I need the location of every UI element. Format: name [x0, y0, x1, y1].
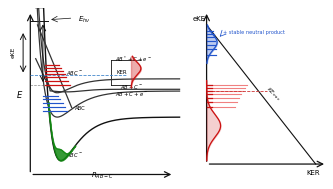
Text: KER: KER — [306, 170, 320, 176]
Text: eKE: eKE — [193, 16, 206, 22]
Text: $ABC^-$: $ABC^-$ — [66, 69, 83, 77]
Text: + stable neutral product: + stable neutral product — [223, 30, 285, 35]
Text: $E_{h\nu}$: $E_{h\nu}$ — [78, 15, 90, 25]
Text: $AB^*+C+e^-$: $AB^*+C+e^-$ — [115, 55, 152, 64]
Text: $ABC^-$: $ABC^-$ — [66, 151, 83, 159]
Text: $E$: $E$ — [16, 89, 23, 100]
Text: ABC: ABC — [75, 106, 86, 111]
Text: eKE: eKE — [11, 47, 16, 58]
Text: KER: KER — [117, 70, 127, 75]
Text: $KE_{max}$: $KE_{max}$ — [264, 85, 283, 104]
Text: $AB+C^-$: $AB+C^-$ — [120, 83, 144, 91]
Text: $R_{AB-C}$: $R_{AB-C}$ — [91, 170, 114, 180]
Text: $AB+C+e^-$: $AB+C+e^-$ — [115, 90, 148, 98]
